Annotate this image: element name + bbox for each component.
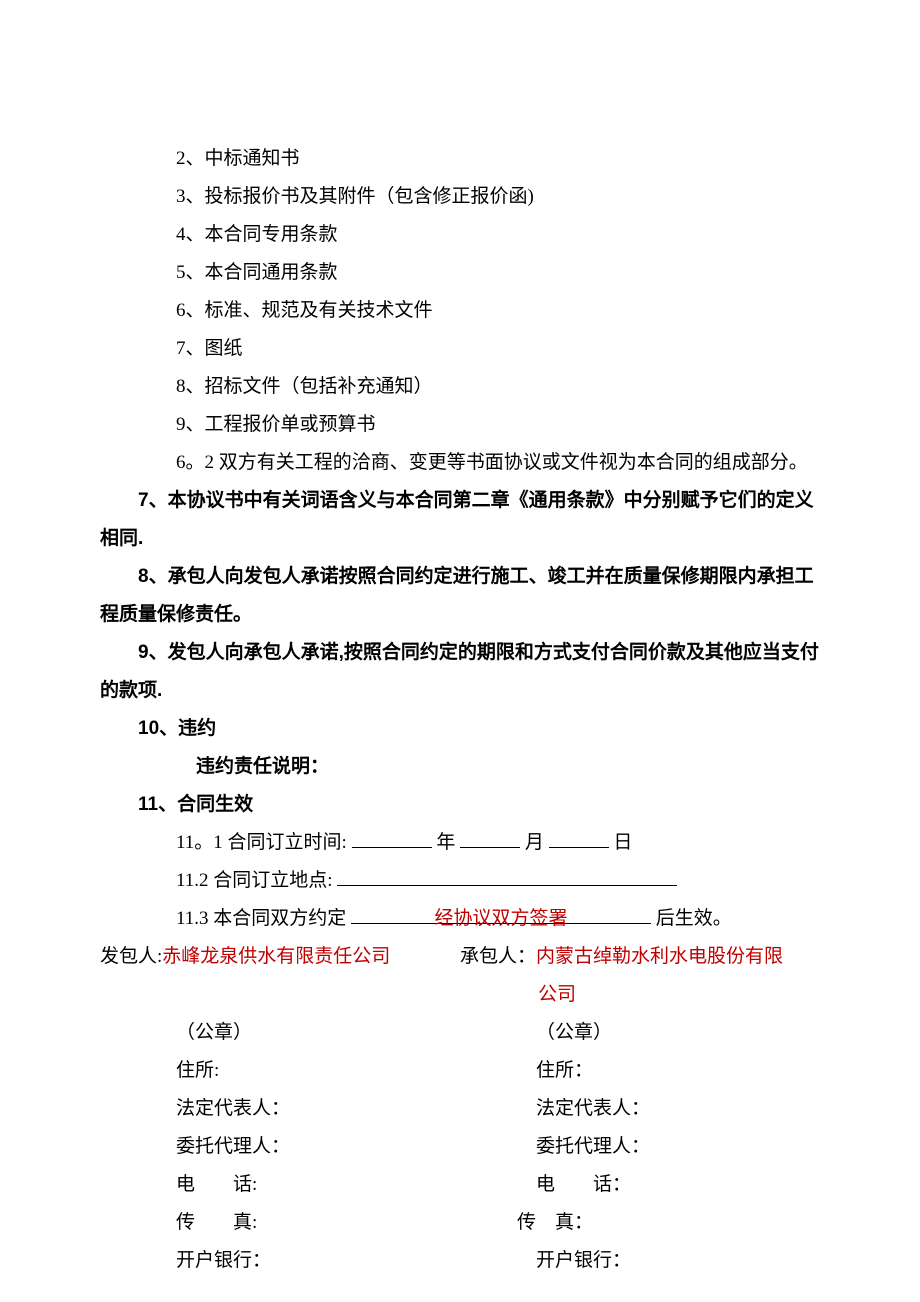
- fa-fax: 传 真:: [100, 1204, 479, 1242]
- cb-bank: 开户银行：: [460, 1242, 820, 1280]
- spacer: [100, 976, 460, 1014]
- blank-agreement: 经协议双方签署: [351, 900, 651, 924]
- list-item: 2、中标通知书: [100, 140, 820, 178]
- party-fa: 发包人:赤峰龙泉供水有限责任公司: [100, 938, 460, 976]
- sig-fax: 传 真: 传 真：: [100, 1204, 820, 1242]
- label-month: 月: [525, 832, 544, 853]
- list-item: 9、工程报价单或预算书: [100, 406, 820, 444]
- red-text: 经协议双方签署: [435, 908, 568, 929]
- clause-10-sub: 违约责任说明：: [100, 748, 820, 786]
- party-row-2: 公司: [100, 976, 820, 1014]
- list-item: 5、本合同通用条款: [100, 254, 820, 292]
- fa-seal: （公章）: [100, 1014, 460, 1052]
- list-item: 4、本合同专用条款: [100, 216, 820, 254]
- label-day: 日: [613, 832, 632, 853]
- cb-name-2: 公司: [538, 984, 576, 1005]
- fa-legal: 法定代表人：: [100, 1090, 460, 1128]
- cb-addr: 住所：: [460, 1052, 820, 1090]
- paragraph: 6。2 双方有关工程的洽商、变更等书面协议或文件视为本合同的组成部分。: [100, 444, 820, 482]
- cb-tel: 电 话：: [460, 1166, 820, 1204]
- list-item: 7、图纸: [100, 330, 820, 368]
- fa-agent: 委托代理人：: [100, 1128, 460, 1166]
- cb-seal: （公章）: [460, 1014, 820, 1052]
- blank-location: [337, 862, 677, 886]
- label-year: 年: [436, 832, 455, 853]
- text: 11。1 合同订立时间:: [176, 832, 347, 853]
- fa-tel: 电 话:: [100, 1166, 460, 1204]
- sig-seal: （公章） （公章）: [100, 1014, 820, 1052]
- blank-day: [549, 824, 609, 848]
- document-page: 2、中标通知书 3、投标报价书及其附件（包含修正报价函) 4、本合同专用条款 5…: [0, 0, 920, 1302]
- sig-agent: 委托代理人： 委托代理人：: [100, 1128, 820, 1166]
- sig-legal: 法定代表人： 法定代表人：: [100, 1090, 820, 1128]
- blank-year: [352, 824, 432, 848]
- cb-name-1: 内蒙古绰勒水利水电股份有限: [536, 946, 783, 967]
- clause-9: 9、发包人向承包人承诺,按照合同约定的期限和方式支付合同价款及其他应当支付的款项…: [100, 634, 820, 710]
- cb-name-2-wrap: 公司: [460, 976, 898, 1014]
- label-fa: 发包人:: [100, 946, 162, 967]
- list-item: 8、招标文件（包括补充通知）: [100, 368, 820, 406]
- fa-bank: 开户银行：: [100, 1242, 460, 1280]
- label-cb: 承包人：: [460, 946, 536, 967]
- sig-tel: 电 话: 电 话：: [100, 1166, 820, 1204]
- clause-7: 7、本协议书中有关词语含义与本合同第二章《通用条款》中分别赋予它们的定义相同.: [100, 482, 820, 558]
- party-cb: 承包人：内蒙古绰勒水利水电股份有限: [460, 938, 820, 976]
- fa-name: 赤峰龙泉供水有限责任公司: [162, 946, 390, 967]
- text: 11.2 合同订立地点:: [176, 870, 333, 891]
- sig-bank: 开户银行： 开户银行：: [100, 1242, 820, 1280]
- list-item: 6、标准、规范及有关技术文件: [100, 292, 820, 330]
- party-row: 发包人:赤峰龙泉供水有限责任公司 承包人：内蒙古绰勒水利水电股份有限: [100, 938, 820, 976]
- fa-addr: 住所:: [100, 1052, 460, 1090]
- cb-fax: 传 真：: [479, 1204, 820, 1242]
- cb-legal: 法定代表人：: [460, 1090, 820, 1128]
- clause-8: 8、承包人向发包人承诺按照合同约定进行施工、竣工并在质量保修期限内承担工程质量保…: [100, 558, 820, 634]
- clause-11: 11、合同生效: [100, 786, 820, 824]
- blank-month: [460, 824, 520, 848]
- list-item: 3、投标报价书及其附件（包含修正报价函): [100, 178, 820, 216]
- clause-11-3: 11.3 本合同双方约定 经协议双方签署 后生效。: [100, 900, 820, 938]
- clause-10: 10、违约: [100, 710, 820, 748]
- text: 11.3 本合同双方约定: [176, 908, 346, 929]
- clause-11-1: 11。1 合同订立时间: 年 月 日: [100, 824, 820, 862]
- cb-agent: 委托代理人：: [460, 1128, 820, 1166]
- clause-11-2: 11.2 合同订立地点:: [100, 862, 820, 900]
- sig-addr: 住所: 住所：: [100, 1052, 820, 1090]
- text: 后生效。: [656, 908, 732, 929]
